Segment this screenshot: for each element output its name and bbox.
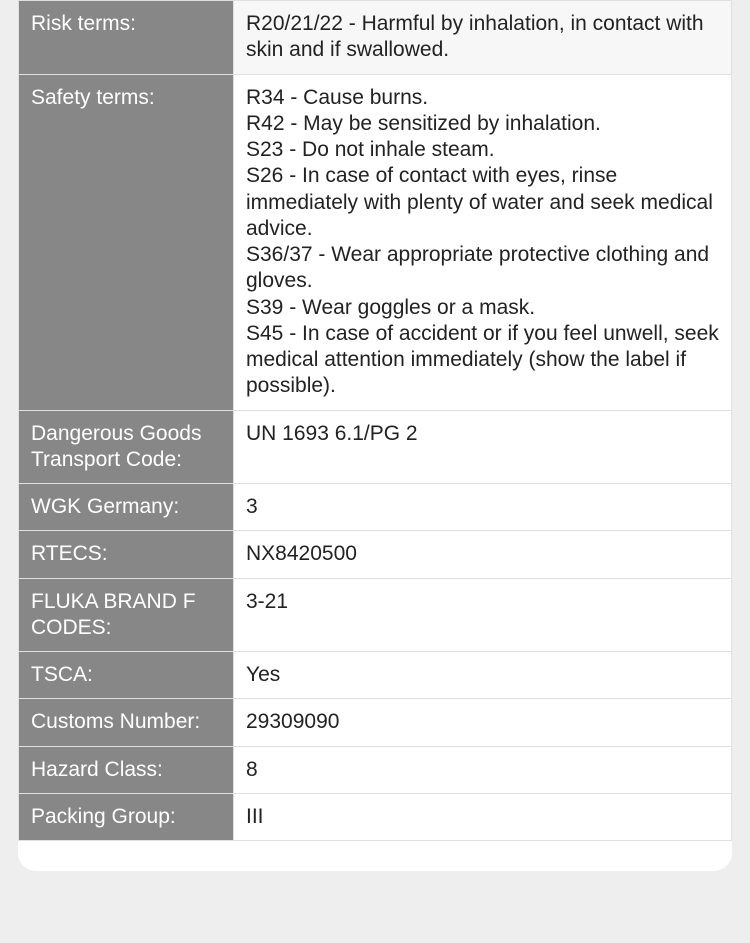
row-value: R20/21/22 - Harmful by inhalation, in co… (234, 1, 732, 75)
table-row: RTECS:NX8420500 (19, 531, 732, 578)
row-value: 8 (234, 746, 732, 793)
row-label: TSCA: (19, 652, 234, 699)
table-row: Customs Number:29309090 (19, 699, 732, 746)
table-row: Risk terms:R20/21/22 - Harmful by inhala… (19, 1, 732, 75)
table-body: Risk terms:R20/21/22 - Harmful by inhala… (19, 1, 732, 841)
row-label: Dangerous Goods Transport Code: (19, 410, 234, 484)
table-row: Packing Group:III (19, 793, 732, 840)
table-row: TSCA:Yes (19, 652, 732, 699)
row-value: NX8420500 (234, 531, 732, 578)
table-row: FLUKA BRAND F CODES:3-21 (19, 578, 732, 652)
row-label: FLUKA BRAND F CODES: (19, 578, 234, 652)
row-label: Customs Number: (19, 699, 234, 746)
table-row: Dangerous Goods Transport Code:UN 1693 6… (19, 410, 732, 484)
row-label: WGK Germany: (19, 484, 234, 531)
table-row: Hazard Class:8 (19, 746, 732, 793)
row-value: 3 (234, 484, 732, 531)
row-value: 3-21 (234, 578, 732, 652)
row-value: R34 - Cause burns. R42 - May be sensitiz… (234, 74, 732, 410)
safety-data-table: Risk terms:R20/21/22 - Harmful by inhala… (18, 0, 732, 841)
row-label: Packing Group: (19, 793, 234, 840)
table-row: Safety terms:R34 - Cause burns. R42 - Ma… (19, 74, 732, 410)
table-row: WGK Germany:3 (19, 484, 732, 531)
row-value: III (234, 793, 732, 840)
row-label: Risk terms: (19, 1, 234, 75)
row-label: RTECS: (19, 531, 234, 578)
row-value: UN 1693 6.1/PG 2 (234, 410, 732, 484)
row-value: 29309090 (234, 699, 732, 746)
row-label: Hazard Class: (19, 746, 234, 793)
info-card: Risk terms:R20/21/22 - Harmful by inhala… (18, 0, 732, 871)
row-label: Safety terms: (19, 74, 234, 410)
row-value: Yes (234, 652, 732, 699)
